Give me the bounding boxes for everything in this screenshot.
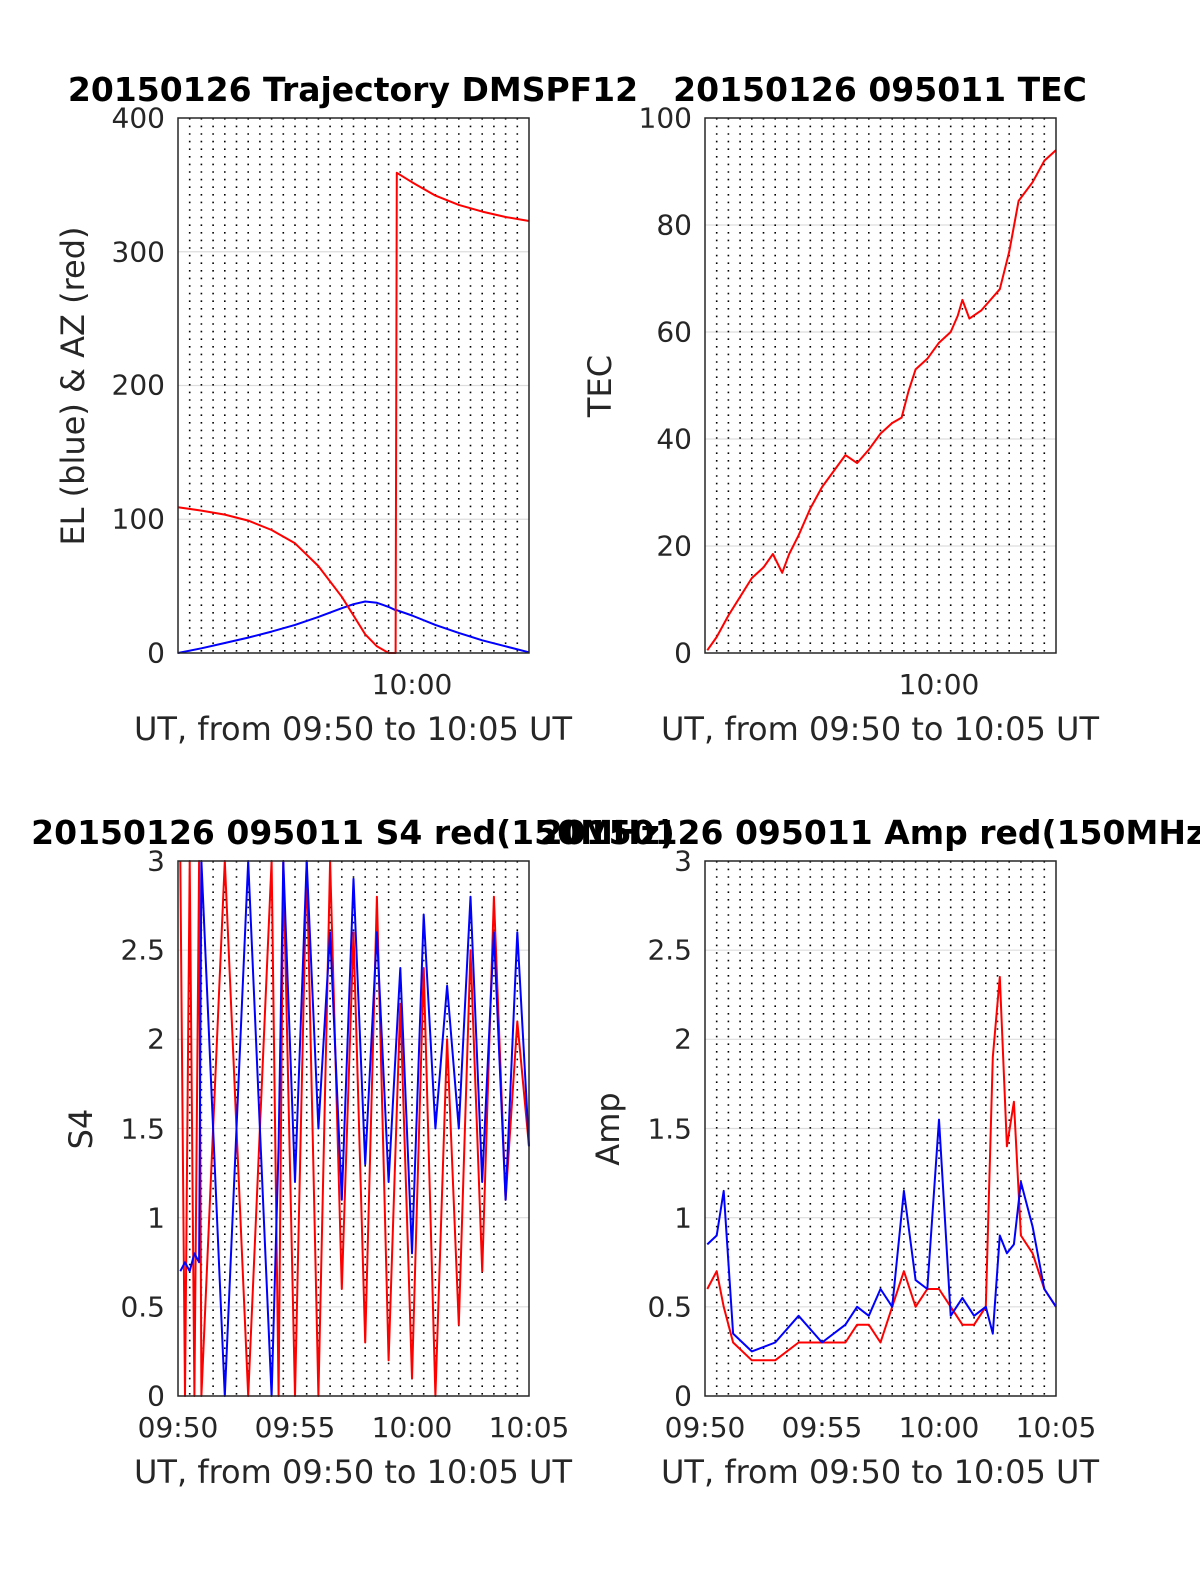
amp-xtick: 09:50 (665, 1411, 746, 1444)
traj-plot (177, 171, 530, 654)
tec-ytick: 40 (656, 423, 692, 456)
tec-plot (706, 149, 1057, 651)
s4-series-blue-line (179, 860, 530, 1397)
tec-ytick: 80 (656, 209, 692, 242)
amp-ylabel: Amp (589, 1092, 627, 1165)
s4-ylabel: S4 (62, 1109, 100, 1150)
s4-ytick: 0.5 (120, 1291, 165, 1324)
amp-ytick: 2.5 (647, 934, 692, 967)
amp-ytick: 0.5 (647, 1291, 692, 1324)
tec-axes-box (704, 117, 1057, 654)
amp-xlabel: UT, from 09:50 to 10:05 UT (661, 1453, 1099, 1491)
panel-s4: 0 0.5 1 1.5 2 2.5 3 09:50 09:55 10:00 10… (62, 845, 572, 1492)
amp-xtick: 10:05 (1016, 1411, 1097, 1444)
s4-ytick: 0 (147, 1380, 165, 1413)
tec-title: 20150126 095011 TEC (673, 70, 1087, 109)
tec-xlabel: UT, from 09:50 to 10:05 UT (661, 710, 1099, 748)
amp-series-blue-line (706, 1118, 1057, 1353)
traj-ytick: 400 (112, 102, 165, 135)
amp-plot (706, 975, 1057, 1362)
s4-plot (179, 860, 530, 1397)
amp-ytick: 3 (674, 845, 692, 878)
tec-ytick: 20 (656, 530, 692, 563)
s4-xtick: 10:05 (489, 1411, 570, 1444)
s4-title: 20150126 095011 S4 red(150MHz) (31, 813, 675, 852)
amp-xtick: 10:00 (899, 1411, 980, 1444)
amp-ytick: 1.5 (647, 1113, 692, 1146)
panel-amp: 0 0.5 1 1.5 2 2.5 3 09:50 09:55 10:00 10… (589, 845, 1099, 1492)
traj-ytick: 200 (112, 369, 165, 402)
traj-ytick: 0 (147, 637, 165, 670)
panel-tec: 20150126 095011 TEC 0 20 40 60 80 100 10… (581, 70, 1099, 748)
tec-ytick: 100 (639, 102, 692, 135)
tec-ytick: 60 (656, 316, 692, 349)
s4-xtick: 09:55 (255, 1411, 336, 1444)
traj-series-el-line (177, 600, 530, 654)
s4-axes-box (177, 860, 530, 1397)
s4-ytick: 2.5 (120, 934, 165, 967)
s4-xlabel: UT, from 09:50 to 10:05 UT (134, 1453, 572, 1491)
traj-ytick: 300 (112, 236, 165, 269)
tec-series-tec-line (706, 149, 1057, 651)
s4-ytick: 1 (147, 1202, 165, 1235)
s4-xtick: 10:00 (372, 1411, 453, 1444)
tec-ytick: 0 (674, 637, 692, 670)
traj-ytick: 100 (112, 503, 165, 536)
traj-title: 20150126 Trajectory DMSPF12 (68, 70, 638, 109)
amp-ytick: 1 (674, 1202, 692, 1235)
amp-ytick: 2 (674, 1023, 692, 1056)
amp-series-red-line (706, 975, 1057, 1362)
traj-xtick: 10:00 (372, 668, 453, 701)
tec-ylabel: TEC (581, 355, 619, 418)
traj-grid (178, 118, 529, 653)
tec-xtick: 10:00 (899, 668, 980, 701)
traj-axes-box (177, 117, 530, 654)
traj-series-az-line (177, 171, 530, 654)
panel-trajectory: 20150126 Trajectory DMSPF12 0 100 200 30… (54, 70, 638, 748)
amp-xtick: 09:55 (782, 1411, 863, 1444)
s4-ytick: 3 (147, 845, 165, 878)
s4-series-red-line (179, 860, 530, 1397)
s4-ytick: 2 (147, 1023, 165, 1056)
traj-xlabel: UT, from 09:50 to 10:05 UT (134, 710, 572, 748)
s4-xtick: 09:50 (138, 1411, 219, 1444)
tec-grid (705, 118, 1056, 653)
amp-title: 20150126 095011 Amp red(150MHz) (540, 813, 1200, 852)
traj-ylabel: EL (blue) & AZ (red) (54, 226, 92, 545)
amp-ytick: 0 (674, 1380, 692, 1413)
amp-axes-box (704, 860, 1057, 1397)
s4-ytick: 1.5 (120, 1113, 165, 1146)
